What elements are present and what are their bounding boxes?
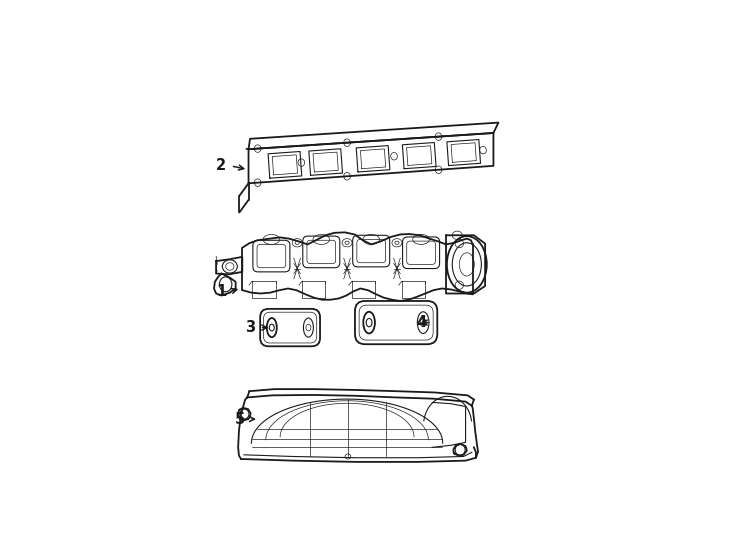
Text: 4: 4 <box>417 315 427 330</box>
Text: 1: 1 <box>217 284 227 299</box>
Text: 5: 5 <box>235 411 245 427</box>
Text: 3: 3 <box>245 320 255 335</box>
Text: 2: 2 <box>217 158 227 173</box>
